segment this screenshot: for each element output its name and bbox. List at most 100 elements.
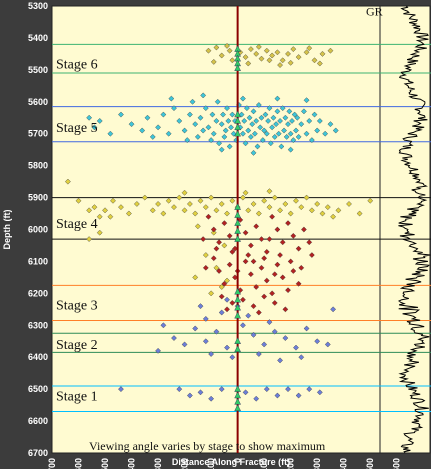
event-point [262,111,269,118]
event-point [176,194,183,201]
stage-label: Stage 2 [56,338,98,353]
event-point [298,264,305,271]
event-point [118,111,124,118]
event-point [224,306,230,313]
event-point [274,261,281,268]
event-point [367,197,374,204]
event-point [319,210,326,217]
event-point [213,245,220,252]
event-point [287,258,294,265]
event-point [324,204,331,211]
event-point [242,258,249,265]
perforation-marker [234,235,241,242]
event-point [311,111,318,118]
perforation-marker [234,337,241,344]
event-point [200,127,207,134]
perforation-marker [234,303,241,311]
y-axis-ticks: 5300 5400 5500 5600 5700 5800 5900 6000 6100 6200… [28,1,48,458]
event-point [275,130,282,137]
event-point [261,341,268,348]
event-point [330,213,336,220]
stage-label: Stage 3 [56,298,98,313]
event-point [308,137,315,143]
event-point [335,207,342,214]
event-point [229,300,236,306]
event-point [253,223,260,230]
event-point [266,188,273,195]
y-tick-label: 6000 [28,225,48,235]
event-point [202,338,209,345]
event-point [229,354,236,361]
event-point [316,60,323,67]
event-point [261,255,268,262]
event-point [248,46,254,52]
event-point [266,319,273,325]
event-point [155,201,161,207]
event-point [168,95,175,102]
event-point [271,134,278,140]
event-point [210,130,217,137]
event-point [291,111,298,118]
perforation-marker [234,203,241,210]
event-point [306,118,313,124]
data-points [65,43,374,402]
event-point [197,389,204,396]
event-point [238,111,245,118]
event-point [263,47,270,54]
event-point [228,124,234,131]
event-point [194,223,201,230]
event-point [258,55,265,62]
event-point [245,252,252,258]
event-point [271,271,278,278]
y-tick-label: 6100 [28,256,48,266]
event-point [208,290,214,297]
event-point [240,95,246,102]
stage-label: Stage 1 [56,389,98,404]
event-point [287,130,294,137]
event-point [205,47,212,54]
event-point [202,252,209,258]
event-point [218,386,225,393]
event-point [270,114,277,121]
event-point [285,287,291,294]
event-point [225,118,232,124]
x-tick-label: 500 [365,458,375,469]
event-point [279,274,286,281]
x-tick-label: -400 [127,458,137,469]
event-point [187,111,193,118]
y-tick-label: 6700 [28,448,48,458]
event-point [192,274,199,281]
event-point [242,229,249,236]
event-point [165,197,172,204]
event-point [218,284,225,290]
event-point [118,204,124,211]
event-point [96,118,103,124]
event-point [285,51,291,57]
event-point [253,51,260,57]
event-point [194,134,201,140]
perforation-marker [234,211,241,218]
event-point [282,335,289,341]
x-tick-label: -200 [180,458,190,469]
event-point [330,306,336,313]
event-point [255,102,262,108]
event-point [257,124,264,131]
event-point [160,322,167,329]
event-point [285,121,291,128]
event-point [316,118,323,124]
event-point [181,341,188,348]
event-point [192,325,199,332]
event-point [160,111,167,118]
event-point [248,242,254,249]
event-point [253,395,260,402]
x-axis-ticks: -700 -600 -500 -400 -300 -200 -100 0 100 200 300 40… [47,458,402,469]
event-point [218,309,225,316]
event-point [218,146,225,153]
event-point [171,335,177,341]
event-point [295,392,302,399]
x-tick-label: -500 [100,458,110,469]
event-point [213,207,220,214]
event-point [102,207,108,214]
event-point [269,290,275,297]
